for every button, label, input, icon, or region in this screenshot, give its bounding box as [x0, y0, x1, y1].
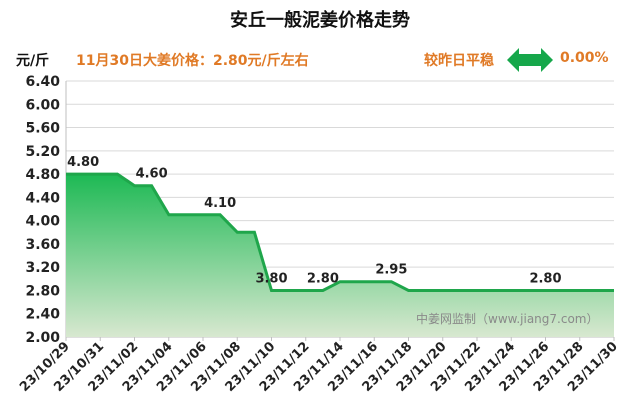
y-tick-label: 6.40 [25, 74, 60, 90]
watermark: 中姜网监制（www.jiang7.com） [416, 311, 598, 326]
y-tick-label: 2.80 [25, 283, 60, 299]
y-axis-ticks: 2.00 2.40 2.80 3.20 3.60 4.00 4.40 4.80 5.20 5.60… [25, 74, 60, 346]
y-tick-label: 5.60 [25, 121, 60, 137]
y-tick-label: 5.20 [25, 144, 60, 160]
data-label: 2.80 [529, 271, 561, 286]
price-line [66, 172, 614, 292]
y-tick-label: 2.40 [25, 307, 60, 323]
y-tick-label: 4.00 [25, 214, 60, 230]
y-tick-label: 3.60 [25, 237, 60, 253]
y-tick-label: 4.40 [25, 190, 60, 206]
data-labels: 4.80 4.60 4.10 3.80 2.80 2.95 2.80 [67, 155, 561, 286]
data-label: 4.60 [136, 167, 168, 182]
double-arrow-icon [507, 48, 553, 72]
y-tick-label: 6.00 [25, 97, 60, 113]
y-tick-label: 4.80 [25, 167, 60, 183]
data-label: 2.95 [375, 263, 407, 278]
price-note: 11月30日大姜价格：2.80元/斤左右 [76, 53, 309, 69]
y-tick-label: 3.20 [25, 260, 60, 276]
data-label: 2.80 [307, 271, 339, 286]
unit-label: 元/斤 [16, 53, 50, 69]
chart-title: 安丘一般泥姜价格走势 [230, 10, 410, 31]
x-axis-ticks: 23/10/2923/10/3123/11/0223/11/0423/11/06… [17, 337, 621, 395]
y-tick-label: 2.00 [25, 330, 60, 346]
data-label: 4.80 [67, 155, 99, 170]
change-value: 0.00% [560, 50, 609, 66]
compare-label: 较昨日平稳 [424, 53, 494, 69]
data-label: 4.10 [204, 196, 236, 211]
data-label: 3.80 [255, 271, 287, 286]
